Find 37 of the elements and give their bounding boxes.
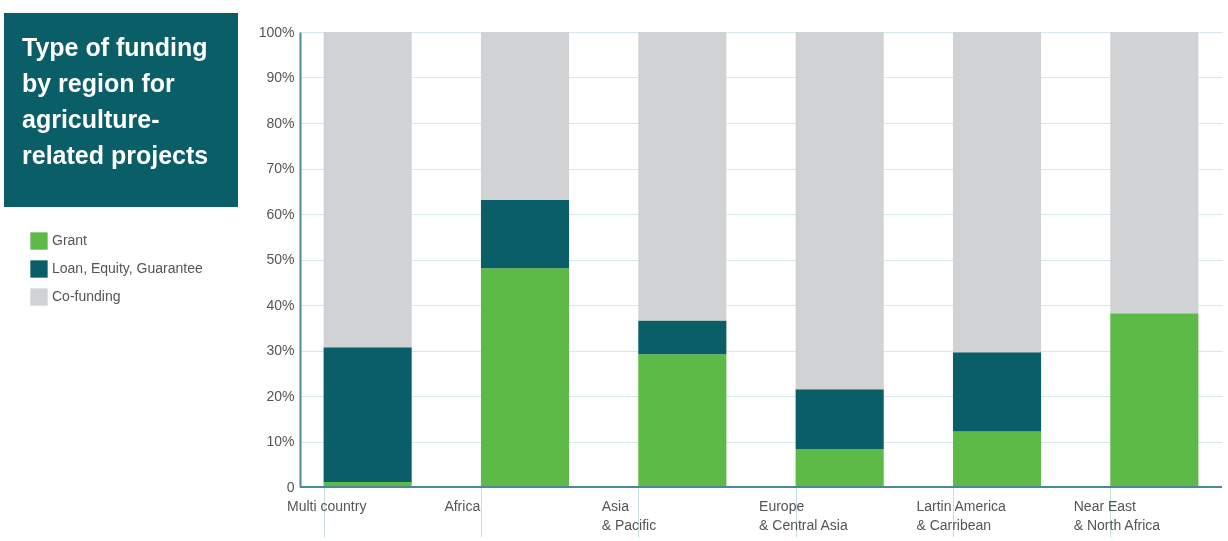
bar bbox=[638, 354, 727, 487]
bar bbox=[480, 32, 570, 200]
bar bbox=[952, 32, 1042, 353]
x-tick-label: Near East & North Africa bbox=[1073, 497, 1161, 533]
x-tick-label: Lartin America & Carribean bbox=[916, 497, 1007, 533]
y-tick-label: 80% bbox=[266, 114, 295, 131]
bar bbox=[952, 352, 1042, 432]
bar bbox=[638, 320, 727, 355]
text: Type of funding by region for agriculture-related projects bbox=[22, 33, 209, 169]
bar bbox=[1110, 313, 1199, 487]
bar bbox=[323, 32, 412, 348]
y-tick-label: 0 bbox=[286, 478, 295, 495]
y-tick-label: 60% bbox=[266, 205, 295, 222]
x-tick-label: Multi country bbox=[287, 497, 367, 514]
bar bbox=[480, 199, 570, 269]
x-tick-label: Africa bbox=[444, 497, 481, 514]
legend-label: Grant bbox=[52, 232, 88, 248]
y-tick-label: 100% bbox=[258, 23, 295, 40]
y-tick-label: 90% bbox=[266, 69, 295, 85]
x-tick-label: Asia & Pacific bbox=[601, 497, 657, 533]
y-tick-label: 40% bbox=[266, 296, 295, 313]
y-tick-label: 20% bbox=[266, 387, 295, 404]
legend-label: Loan, Equity, Guarantee bbox=[52, 260, 203, 276]
bar bbox=[480, 268, 570, 487]
bar bbox=[952, 431, 1042, 487]
bar bbox=[795, 32, 884, 390]
x-tick-label: Europe & Central Asia bbox=[759, 497, 848, 533]
bar bbox=[795, 449, 884, 487]
y-tick-label: 50% bbox=[266, 251, 295, 267]
y-tick-label: 30% bbox=[266, 342, 295, 358]
legend-label: Co-funding bbox=[52, 288, 121, 304]
y-tick-label: 70% bbox=[266, 160, 295, 176]
bar bbox=[795, 389, 884, 450]
bar bbox=[323, 347, 412, 482]
y-tick-label: 10% bbox=[266, 433, 295, 449]
bar bbox=[1110, 32, 1199, 314]
bar bbox=[638, 32, 727, 321]
